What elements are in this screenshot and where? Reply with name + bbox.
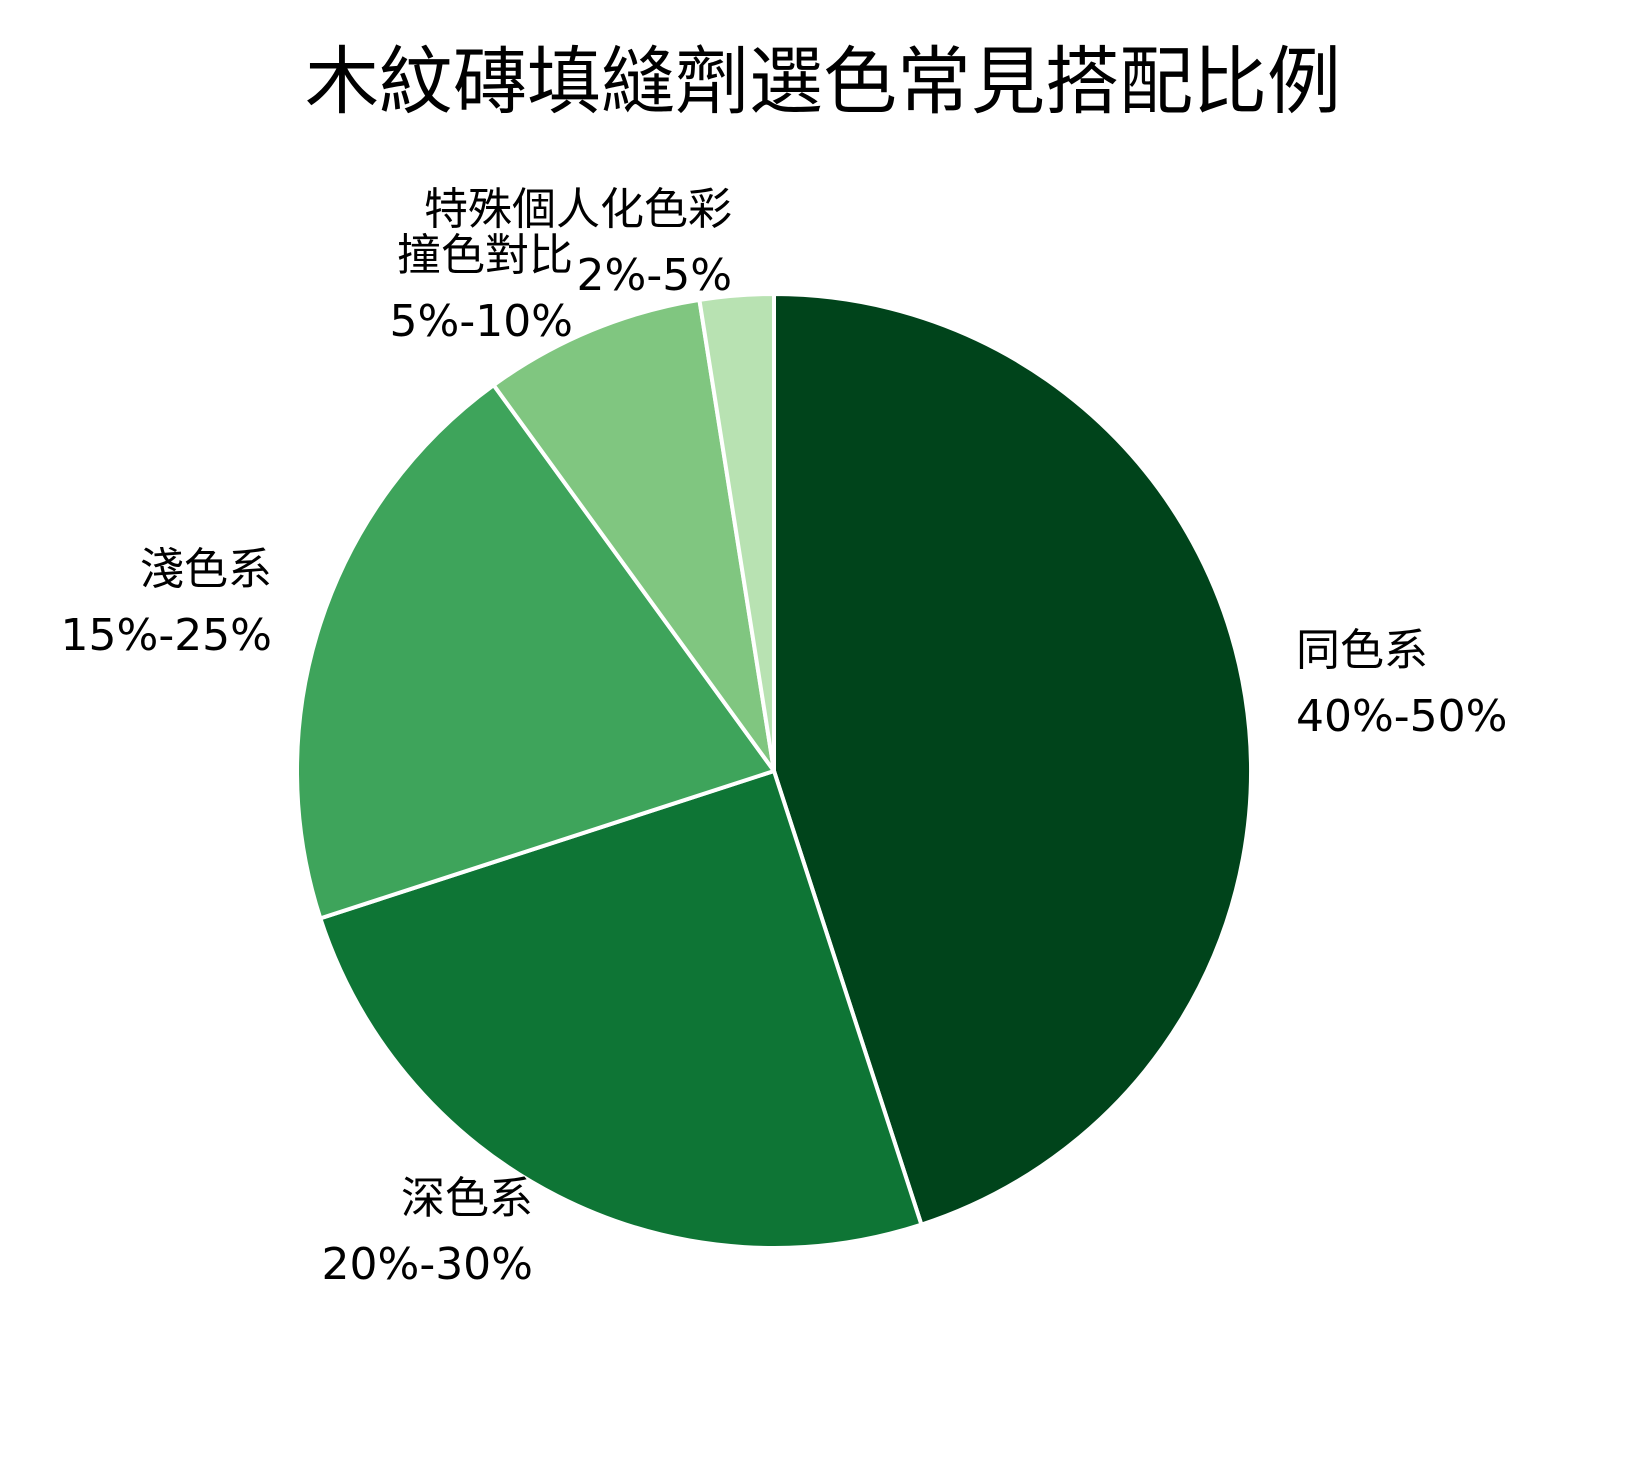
slice-label-range: 2%-5% (576, 250, 732, 301)
pie-slice-1 (772, 292, 1253, 1227)
slice-label-range: 20%-30% (321, 1239, 533, 1290)
slice-label-name: 撞色對比 (397, 230, 573, 281)
slice-label-range: 15%-25% (60, 610, 272, 661)
slice-label: 特殊個人化色彩 2%-5% (424, 177, 732, 309)
slice-label-name: 深色系 (401, 1173, 533, 1224)
pie-slice-4 (491, 297, 776, 773)
slice-label: 淺色系 15%-25% (61, 537, 272, 669)
slice-label-range: 5%-10% (389, 296, 573, 347)
slice-label-range: 40%-50% (1296, 691, 1508, 742)
slice-label: 深色系 20%-30% (322, 1166, 533, 1298)
slice-label-name: 淺色系 (140, 544, 272, 595)
chart-title: 木紋磚填縫劑選色常見搭配比例 (305, 39, 1341, 125)
slice-label: 撞色對比 5%-10% (390, 223, 573, 355)
slice-label-name: 同色系 (1296, 625, 1428, 676)
slice-label-name: 特殊個人化色彩 (424, 184, 732, 235)
slice-label: 同色系 40%-50% (1296, 618, 1507, 750)
pie-slice-3 (295, 383, 776, 921)
pie-slice-5 (697, 292, 776, 773)
pie-slice-2 (318, 769, 924, 1250)
